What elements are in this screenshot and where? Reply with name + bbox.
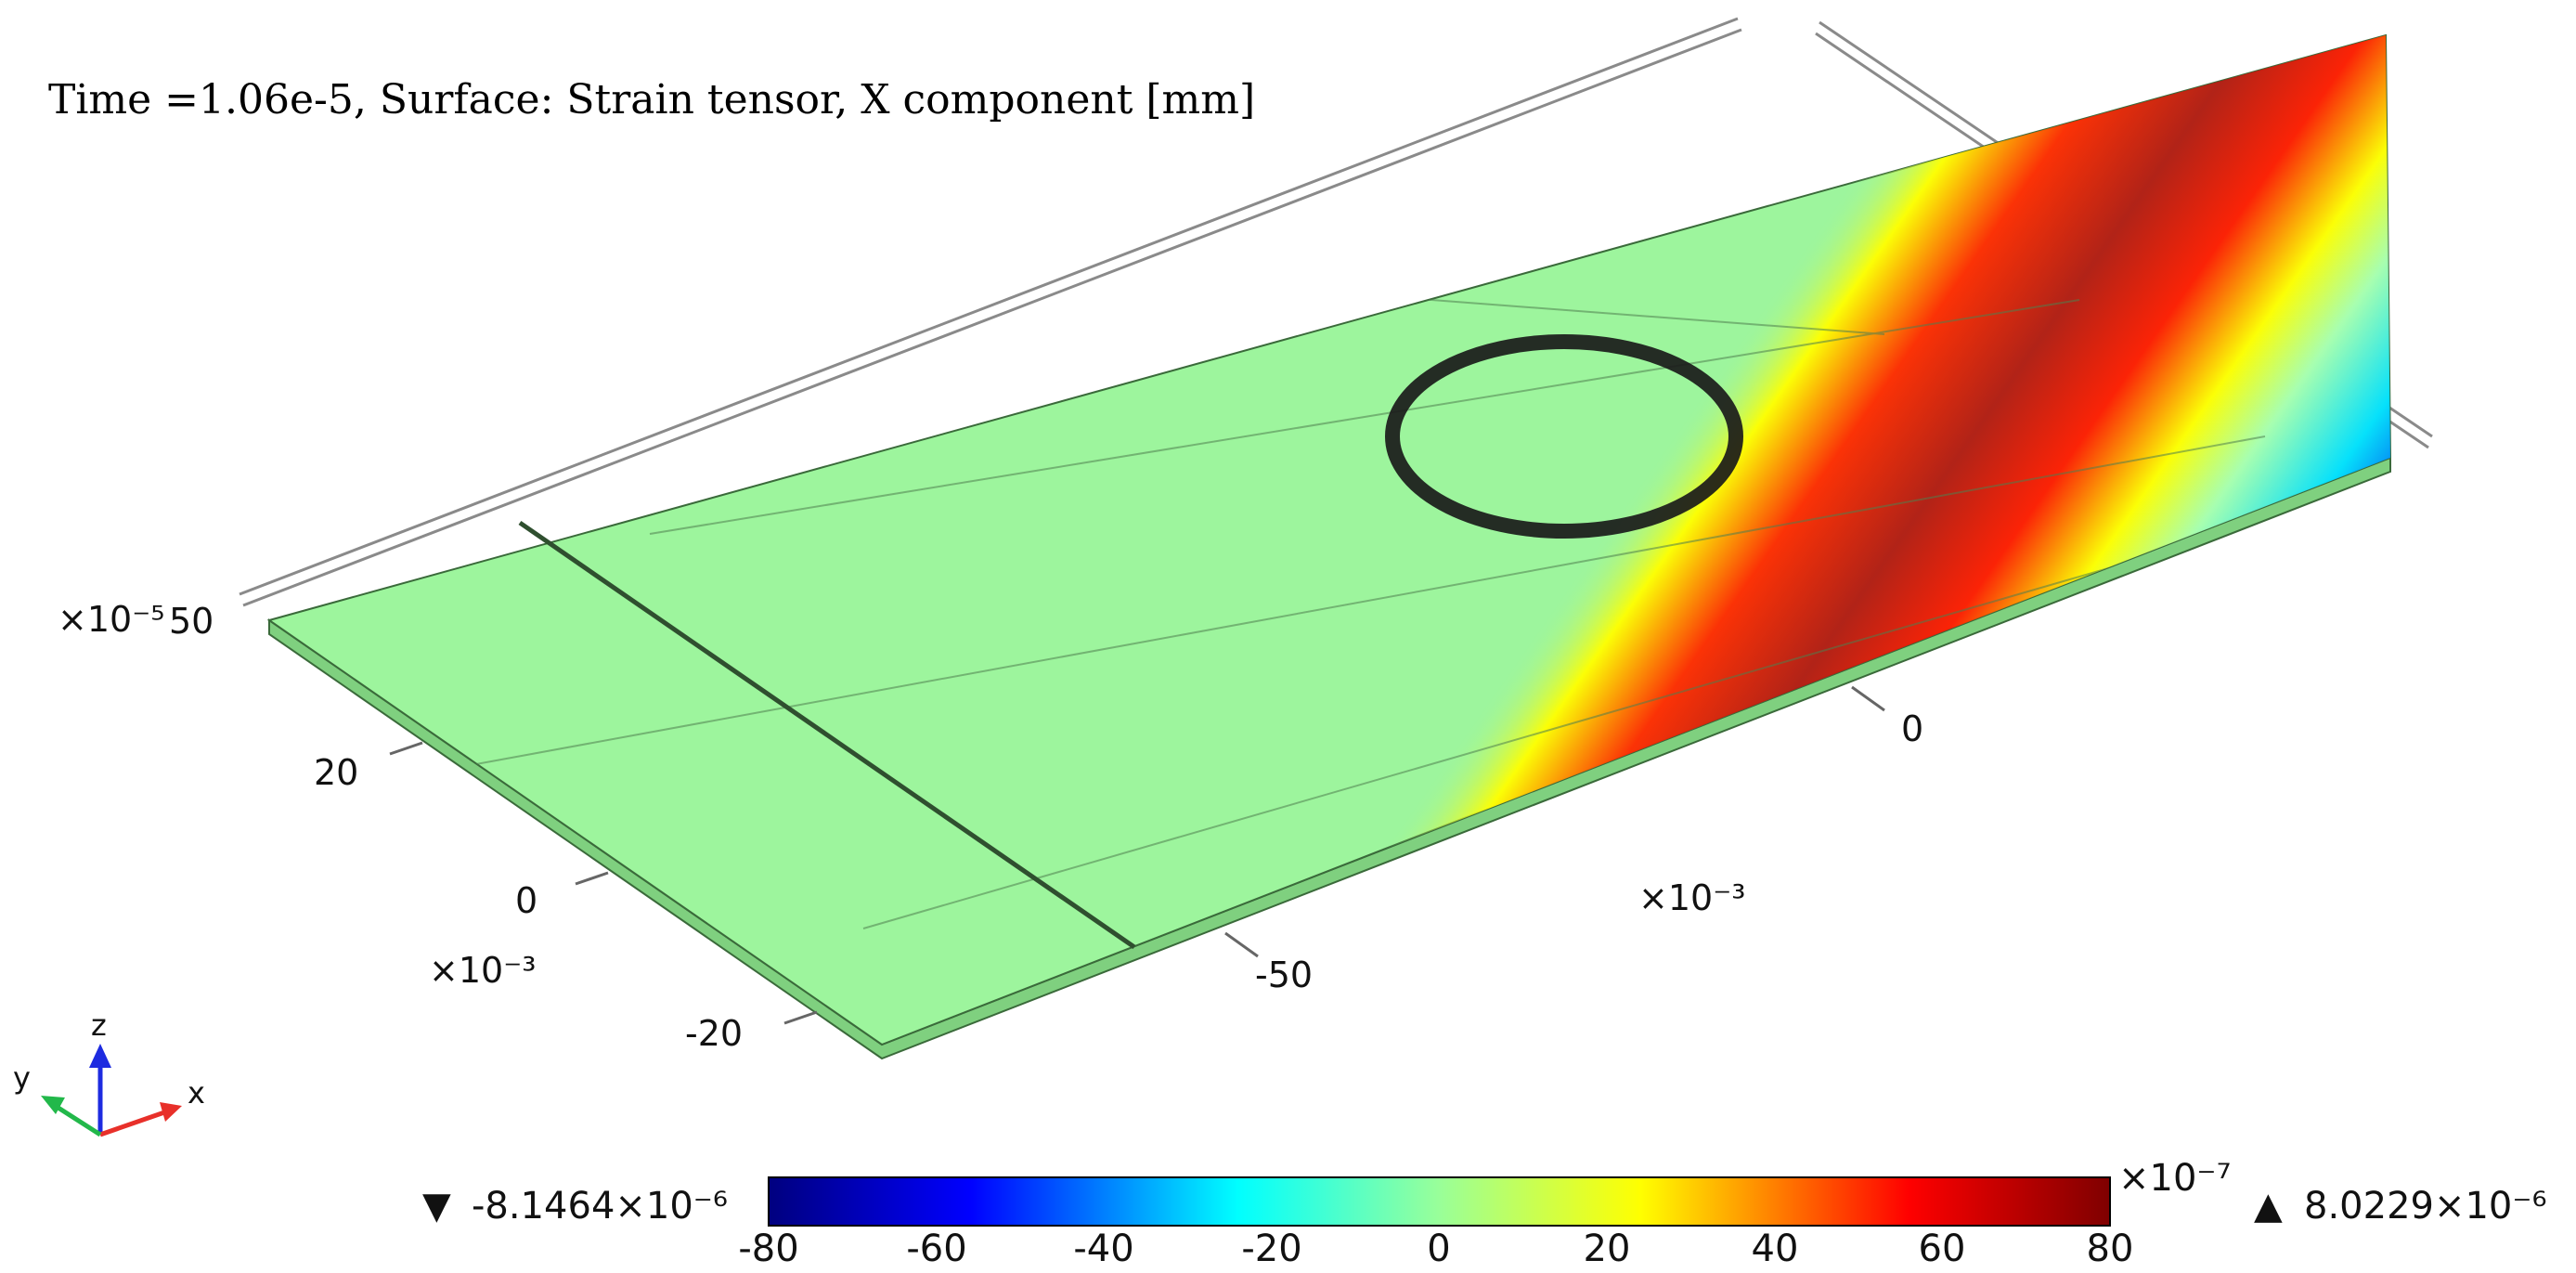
y-axis-exponent: ×10⁻³ (429, 950, 536, 991)
colorbar-tick-label: 0 (1427, 1228, 1450, 1270)
triad-z-label: z (91, 1007, 107, 1043)
max-value-label: 8.0229×10⁻⁶ (2304, 1185, 2547, 1228)
colorbar-tick-label: -20 (1241, 1228, 1301, 1270)
x-tick-label: -50 (1255, 955, 1313, 995)
colorbar-tick-label: 80 (2087, 1228, 2134, 1270)
y-tick-label: 0 (515, 880, 537, 921)
colorbar-ticks: -80 -60 -40 -20 0 20 40 60 80 (738, 1228, 2133, 1270)
colorbar-tick-label: 60 (1919, 1228, 1966, 1270)
triad-x-axis (99, 1109, 168, 1137)
min-marker-icon: ▼ (422, 1185, 451, 1228)
colorbar (768, 1176, 2111, 1227)
colorbar-tick-label: 40 (1752, 1228, 1799, 1270)
plot-title: Time =1.06e-5, Surface: Strain tensor, X… (48, 76, 1255, 123)
colorbar-tick-label: -40 (1073, 1228, 1133, 1270)
colorbar-exponent: ×10⁻⁷ (2118, 1157, 2232, 1200)
x-tick-label: 0 (1901, 708, 1923, 749)
triad-x-arrowhead (160, 1102, 182, 1122)
x-axis-exponent: ×10⁻³ (1638, 877, 1745, 918)
max-marker-icon: ▲ (2254, 1185, 2283, 1228)
axis-ticks (389, 685, 1885, 1025)
y-tick-label: -20 (685, 1013, 743, 1054)
colorbar-tick-label: -60 (906, 1228, 966, 1270)
y-tick-label: 20 (314, 752, 358, 793)
colorbar-tick-label: 20 (1584, 1228, 1631, 1270)
coordinate-triad: z x y (13, 1007, 205, 1137)
plate-guide-lines (389, 287, 2340, 929)
min-value-label: -8.1464×10⁻⁶ (472, 1185, 728, 1228)
triad-y-label: y (13, 1060, 31, 1096)
z-tick-label: 50 (169, 601, 214, 642)
triad-x-label: x (188, 1075, 205, 1111)
triad-z-arrowhead (89, 1044, 111, 1068)
colorbar-tick-label: -80 (738, 1228, 798, 1270)
triad-y-arrowhead (41, 1096, 65, 1114)
transducer-ring (1385, 334, 1743, 539)
plate-section-line (518, 520, 1136, 950)
z-axis-exponent: ×10⁻⁵ (58, 599, 164, 640)
triad-y-axis (52, 1102, 102, 1137)
